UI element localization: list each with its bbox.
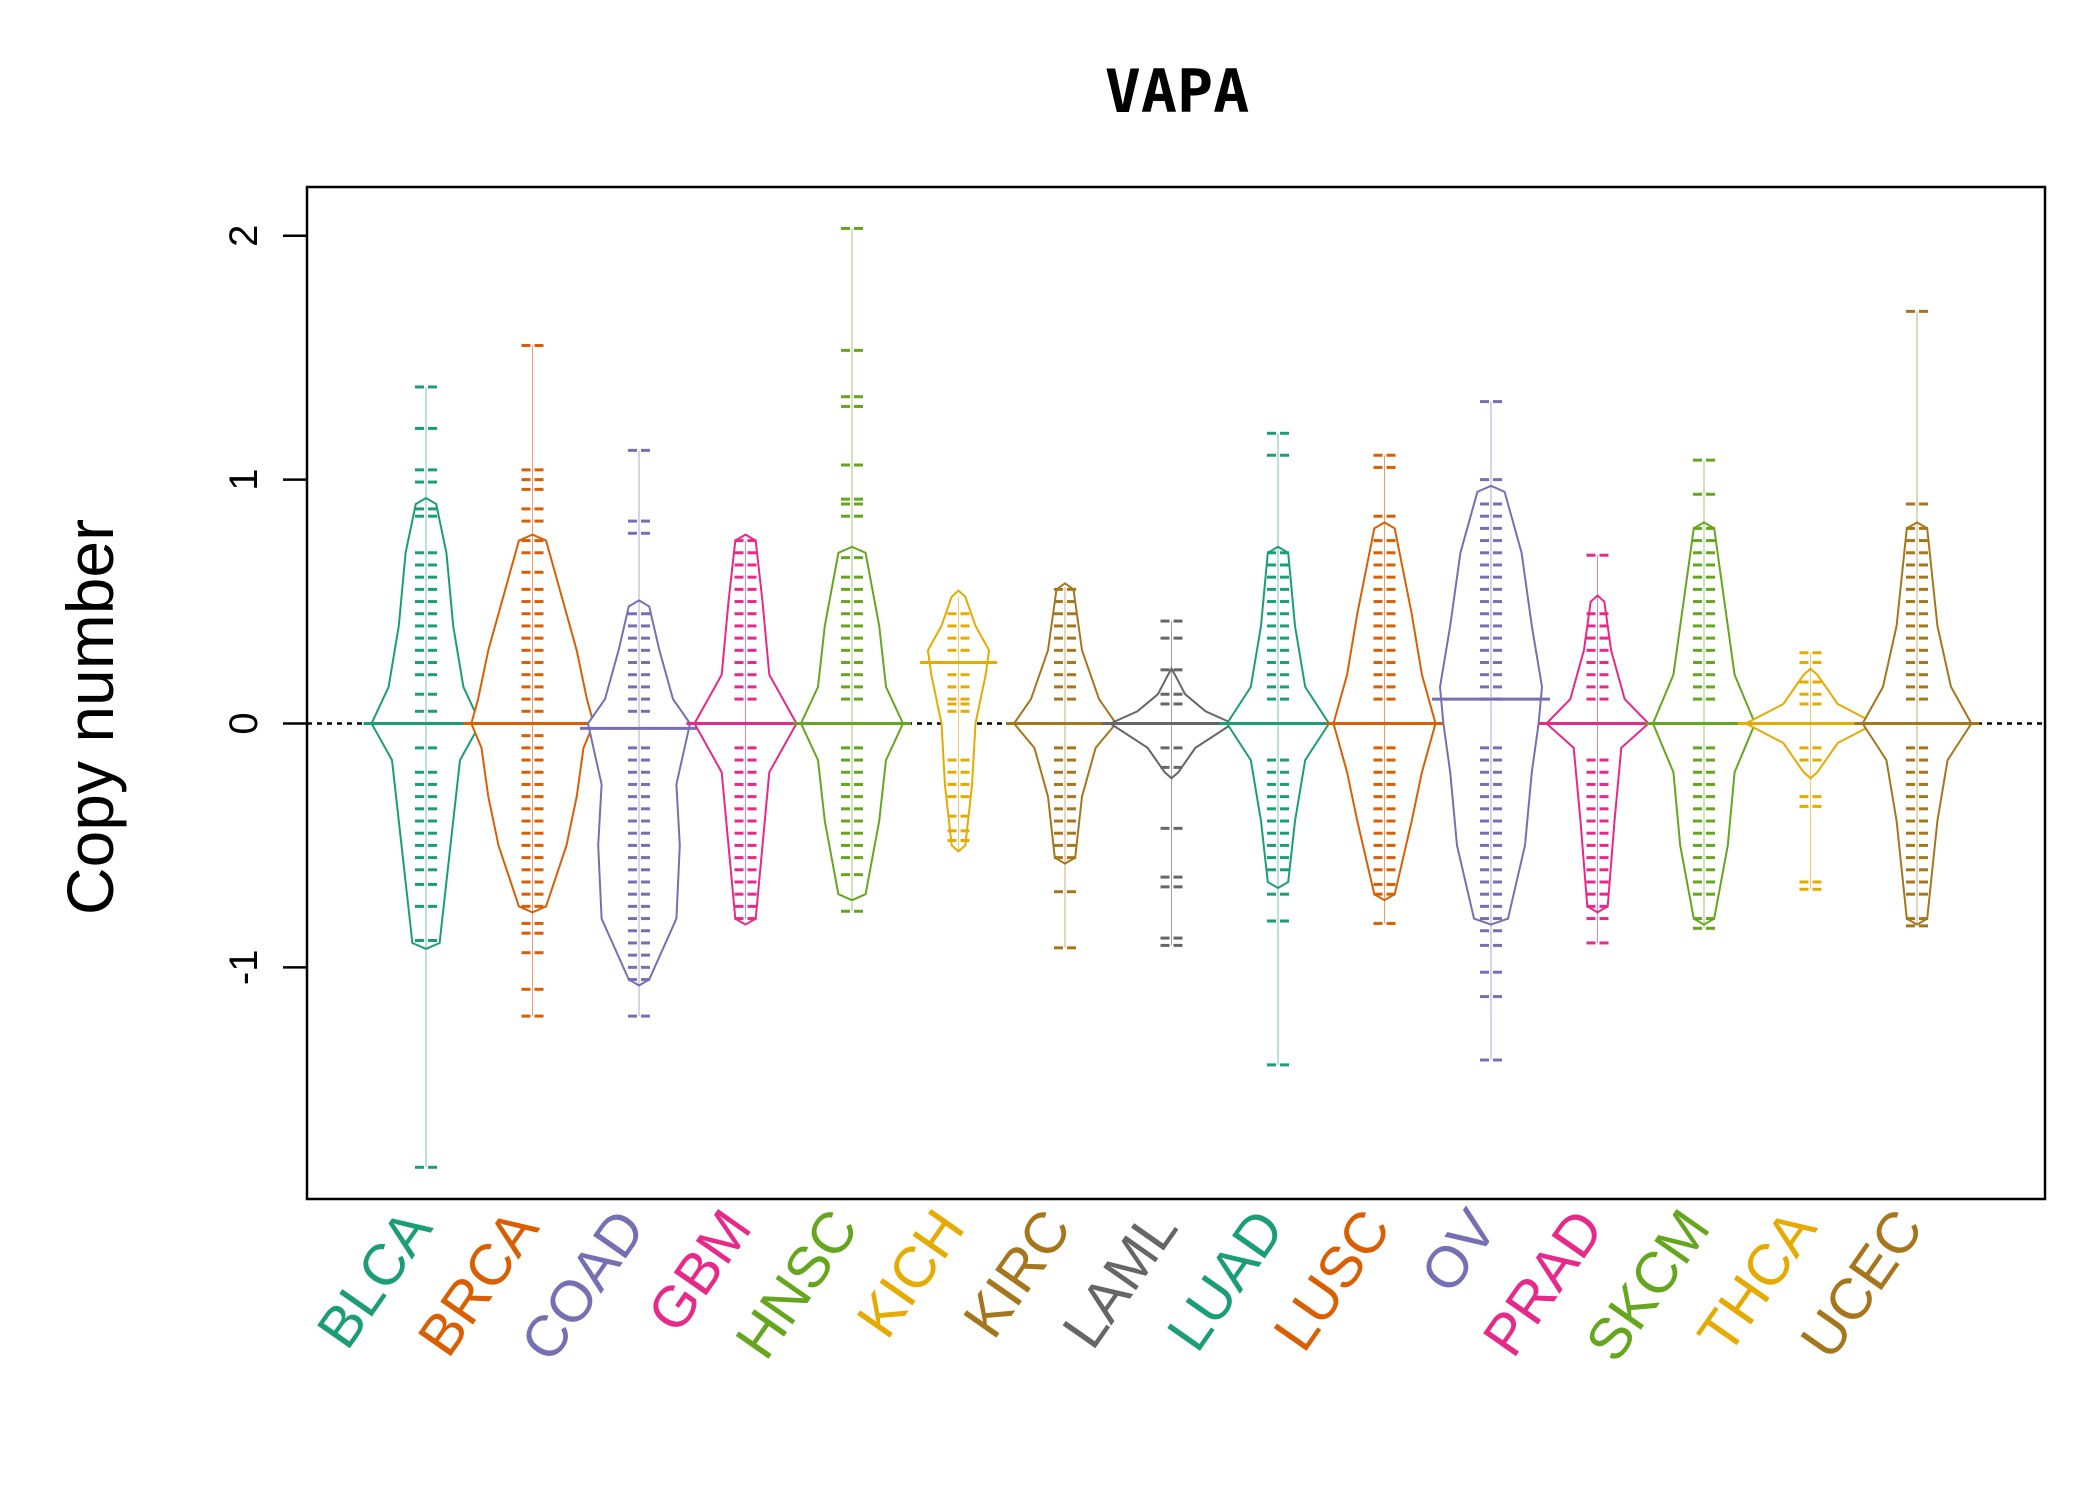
bean-gbm — [686, 533, 805, 926]
bean-skcm — [1645, 458, 1763, 930]
bean-hnsc — [793, 226, 911, 913]
bean-coad — [580, 448, 698, 1018]
chart-title: VAPA — [1105, 57, 1250, 127]
y-axis-label: Copy number — [53, 519, 127, 915]
x-label-kich: KICH — [844, 1198, 977, 1349]
y-tick-label: 0 — [222, 712, 266, 734]
y-tick-label: -1 — [222, 950, 266, 986]
y-tick-label: 2 — [222, 225, 266, 247]
beans-layer — [363, 226, 1980, 1169]
bean-brca — [463, 344, 602, 1018]
y-tick-label: 1 — [222, 469, 266, 491]
bean-thca — [1737, 651, 1884, 891]
bean-ov — [1432, 400, 1550, 1062]
bean-luad — [1219, 431, 1337, 1067]
bean-ucec — [1854, 309, 1980, 928]
y-axis: -1 0 1 2 — [222, 225, 307, 985]
bean-kich — [919, 589, 998, 853]
bean-blca — [363, 385, 489, 1169]
bean-lusc — [1325, 453, 1444, 925]
x-label-ov: OV — [1408, 1198, 1509, 1304]
bean-laml — [1102, 619, 1241, 947]
plot-frame — [305, 185, 2047, 1201]
bean-prad — [1538, 553, 1657, 945]
x-label-luad: LUAD — [1155, 1198, 1297, 1362]
bean-kirc — [1006, 582, 1124, 950]
x-label-lusc: LUSC — [1261, 1198, 1403, 1362]
